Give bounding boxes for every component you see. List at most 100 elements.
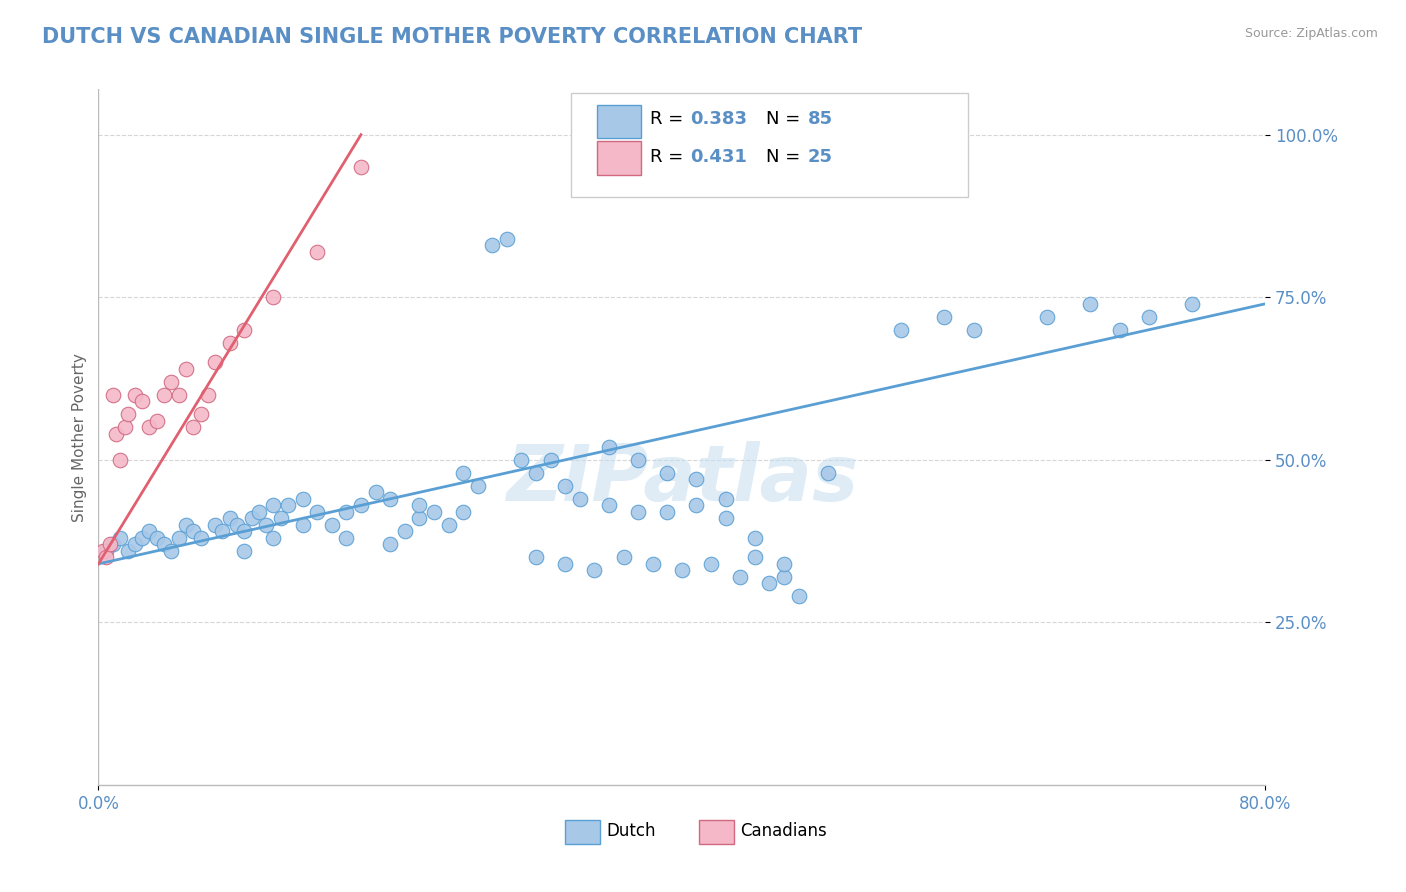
- Point: [291, 517, 314, 532]
- Point: [744, 550, 766, 565]
- Point: [146, 531, 169, 545]
- Point: [685, 499, 707, 513]
- Point: [583, 563, 606, 577]
- Point: [124, 388, 146, 402]
- FancyBboxPatch shape: [596, 141, 641, 175]
- Point: [321, 517, 343, 532]
- Text: 25: 25: [808, 148, 832, 166]
- Point: [263, 290, 285, 304]
- Point: [233, 323, 256, 337]
- Point: [110, 453, 132, 467]
- Point: [153, 537, 176, 551]
- Point: [423, 505, 446, 519]
- Point: [174, 361, 197, 376]
- Point: [1108, 323, 1130, 337]
- Point: [350, 160, 373, 174]
- Point: [524, 466, 547, 480]
- Point: [350, 499, 373, 513]
- Point: [627, 505, 650, 519]
- Point: [714, 491, 737, 506]
- Point: [700, 557, 723, 571]
- FancyBboxPatch shape: [565, 820, 600, 844]
- Point: [380, 491, 402, 506]
- Point: [181, 420, 204, 434]
- Point: [437, 517, 460, 532]
- Point: [773, 557, 796, 571]
- Point: [146, 414, 169, 428]
- Point: [153, 388, 176, 402]
- Point: [685, 472, 707, 486]
- Point: [496, 232, 519, 246]
- Point: [307, 244, 329, 259]
- Point: [1035, 310, 1057, 324]
- Text: 0.431: 0.431: [690, 148, 747, 166]
- Point: [190, 531, 212, 545]
- Point: [408, 511, 430, 525]
- Point: [540, 453, 562, 467]
- Point: [131, 531, 153, 545]
- Point: [181, 524, 204, 539]
- Text: R =: R =: [651, 110, 689, 128]
- Text: 85: 85: [808, 110, 834, 128]
- Point: [380, 537, 402, 551]
- Point: [91, 544, 114, 558]
- Point: [554, 557, 576, 571]
- Point: [226, 517, 249, 532]
- Text: 0.383: 0.383: [690, 110, 747, 128]
- FancyBboxPatch shape: [699, 820, 734, 844]
- FancyBboxPatch shape: [596, 104, 641, 138]
- Point: [787, 590, 810, 604]
- Text: N =: N =: [766, 148, 806, 166]
- Point: [254, 517, 277, 532]
- Point: [408, 499, 430, 513]
- Point: [657, 466, 679, 480]
- Point: [451, 505, 474, 519]
- Point: [110, 531, 132, 545]
- Point: [641, 557, 664, 571]
- Point: [364, 485, 387, 500]
- Point: [174, 517, 197, 532]
- Point: [98, 537, 121, 551]
- Point: [167, 388, 190, 402]
- Point: [131, 394, 153, 409]
- Text: DUTCH VS CANADIAN SINGLE MOTHER POVERTY CORRELATION CHART: DUTCH VS CANADIAN SINGLE MOTHER POVERTY …: [42, 27, 862, 46]
- Point: [598, 440, 620, 454]
- Point: [451, 466, 474, 480]
- Point: [101, 537, 124, 551]
- Point: [117, 544, 139, 558]
- Y-axis label: Single Mother Poverty: Single Mother Poverty: [72, 352, 87, 522]
- Point: [467, 479, 489, 493]
- Point: [1080, 297, 1102, 311]
- Point: [167, 531, 190, 545]
- Point: [94, 550, 117, 565]
- Point: [263, 531, 285, 545]
- Point: [524, 550, 547, 565]
- Point: [190, 407, 212, 421]
- Point: [758, 576, 780, 591]
- Text: Canadians: Canadians: [741, 822, 827, 840]
- Text: N =: N =: [766, 110, 806, 128]
- Point: [160, 544, 183, 558]
- Point: [1137, 310, 1160, 324]
- Text: R =: R =: [651, 148, 689, 166]
- Text: Dutch: Dutch: [606, 822, 655, 840]
- Point: [671, 563, 693, 577]
- Point: [773, 570, 796, 584]
- Point: [627, 453, 650, 467]
- Point: [598, 499, 620, 513]
- Point: [233, 524, 256, 539]
- Point: [138, 524, 160, 539]
- Point: [138, 420, 160, 434]
- Point: [114, 420, 136, 434]
- Point: [335, 531, 357, 545]
- Point: [714, 511, 737, 525]
- Point: [613, 550, 636, 565]
- Point: [240, 511, 263, 525]
- Point: [291, 491, 314, 506]
- Point: [233, 544, 256, 558]
- Point: [1181, 297, 1204, 311]
- Point: [890, 323, 912, 337]
- FancyBboxPatch shape: [571, 93, 967, 197]
- Point: [160, 375, 183, 389]
- Point: [730, 570, 752, 584]
